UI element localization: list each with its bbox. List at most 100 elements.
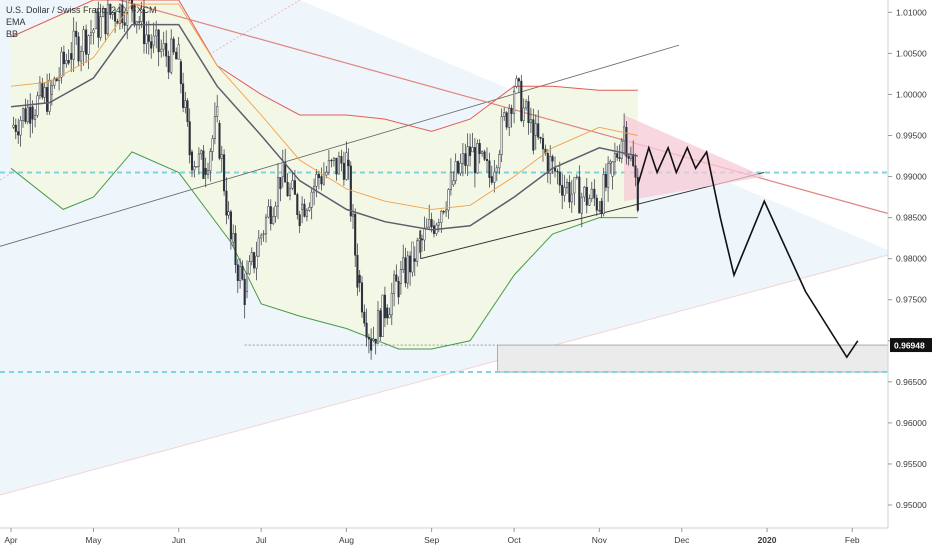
- candle-body-231: [563, 187, 566, 196]
- candle-body-212: [517, 78, 520, 82]
- candle-body-24: [70, 53, 73, 60]
- target-zone: [497, 344, 889, 373]
- candle-body-194: [473, 147, 476, 174]
- candle-body-31: [87, 35, 90, 55]
- candle-body-33: [92, 29, 95, 34]
- candle-body-209: [510, 107, 513, 114]
- candle-body-255: [620, 140, 623, 159]
- candle-body-60: [157, 29, 160, 53]
- candle-body-138: [342, 162, 345, 180]
- candle-body-150: [370, 338, 373, 351]
- triangle-pattern: [624, 115, 765, 202]
- time-tick-label-8: Dec: [674, 535, 690, 545]
- candle-body-151: [372, 338, 375, 341]
- candle-body-11: [38, 82, 41, 96]
- candle-body-252: [613, 153, 616, 163]
- candle-body-147: [363, 311, 366, 324]
- candle-body-92: [232, 233, 235, 243]
- legend-ema[interactable]: EMA: [6, 17, 26, 27]
- candle-body-170: [416, 240, 419, 262]
- candle-body-206: [503, 112, 506, 117]
- price-tick-label-7: 0.97500: [896, 295, 927, 305]
- candle-body-182: [445, 209, 448, 213]
- candle-body-181: [442, 210, 445, 213]
- candle-body-101: [253, 252, 256, 269]
- candle-body-248: [604, 174, 607, 188]
- price-tick-label-2: 1.00000: [896, 89, 927, 99]
- candle-body-45: [121, 4, 124, 23]
- candle-body-124: [308, 207, 311, 211]
- candle-body-22: [65, 60, 68, 65]
- candle-body-219: [534, 123, 537, 136]
- time-tick-label-10: Feb: [845, 535, 860, 545]
- candle-body-12: [41, 82, 44, 98]
- candle-body-207: [505, 112, 508, 128]
- candle-body-149: [367, 336, 370, 340]
- candle-body-35: [97, 11, 100, 38]
- candle-body-44: [118, 4, 121, 24]
- candle-body-132: [327, 159, 330, 173]
- candle-body-140: [347, 159, 350, 167]
- candle-body-211: [515, 78, 518, 87]
- candle-body-118: [293, 180, 296, 195]
- candle-body-66: [172, 38, 175, 53]
- candle-body-199: [485, 159, 489, 161]
- candle-body-61: [160, 48, 163, 53]
- legend-symbol[interactable]: U.S. Dollar / Swiss Franc, 240, FXCM: [6, 5, 157, 15]
- candle-body-70: [182, 83, 185, 108]
- candle-body-3: [19, 120, 22, 136]
- candle-body-148: [365, 322, 368, 338]
- candle-body-162: [397, 281, 400, 298]
- candle-body-73: [188, 121, 191, 156]
- bollinger-upper: [10, 0, 638, 132]
- candle-body-23: [67, 60, 70, 64]
- candle-body-115: [286, 181, 289, 197]
- candle-body-0: [12, 124, 15, 128]
- candle-body-82: [209, 151, 212, 171]
- candle-body-32: [89, 32, 93, 37]
- candle-body-146: [360, 282, 364, 313]
- chart-legend: U.S. Dollar / Swiss Franc, 240, FXCM EMA…: [6, 4, 157, 40]
- candle-body-57: [150, 41, 153, 49]
- legend-bb[interactable]: BB: [6, 29, 19, 39]
- candle-body-86: [218, 122, 221, 159]
- candle-body-109: [272, 216, 275, 224]
- candle-body-137: [340, 156, 343, 164]
- candle-body-225: [549, 156, 552, 174]
- candle-body-214: [522, 107, 525, 121]
- candle-body-251: [611, 161, 614, 177]
- time-tick-label-7: Nov: [592, 535, 608, 545]
- candle-body-262: [636, 177, 639, 211]
- candle-body-95: [239, 265, 242, 282]
- price-tick-label-3: 0.99500: [896, 130, 927, 140]
- candle-body-46: [123, 22, 126, 26]
- candle-body-103: [257, 237, 260, 257]
- candle-body-20: [60, 51, 63, 78]
- candle-body-41: [111, 12, 114, 15]
- price-tick-label-6: 0.98000: [896, 254, 927, 264]
- candle-body-36: [99, 16, 102, 38]
- price-tick-label-5: 0.98500: [896, 213, 927, 223]
- candle-body-261: [634, 165, 637, 178]
- candle-body-91: [229, 211, 232, 240]
- candle-body-205: [500, 116, 503, 155]
- candle-body-142: [351, 213, 355, 217]
- candle-body-141: [349, 165, 352, 217]
- candle-body-183: [447, 189, 450, 211]
- candle-body-125: [310, 191, 313, 208]
- candle-body-215: [525, 101, 528, 109]
- candle-body-217: [529, 119, 532, 124]
- candle-body-166: [406, 255, 409, 284]
- candle-body-29: [82, 29, 85, 52]
- candle-body-260: [632, 154, 635, 167]
- candle-body-65: [170, 38, 173, 73]
- candle-body-77: [197, 153, 200, 167]
- candle-body-75: [193, 166, 196, 171]
- price-tick-label-11: 0.95500: [896, 459, 927, 469]
- candle-body-94: [236, 264, 239, 281]
- projection-path: [637, 145, 859, 359]
- candle-body-254: [618, 157, 621, 159]
- candle-body-15: [48, 79, 51, 112]
